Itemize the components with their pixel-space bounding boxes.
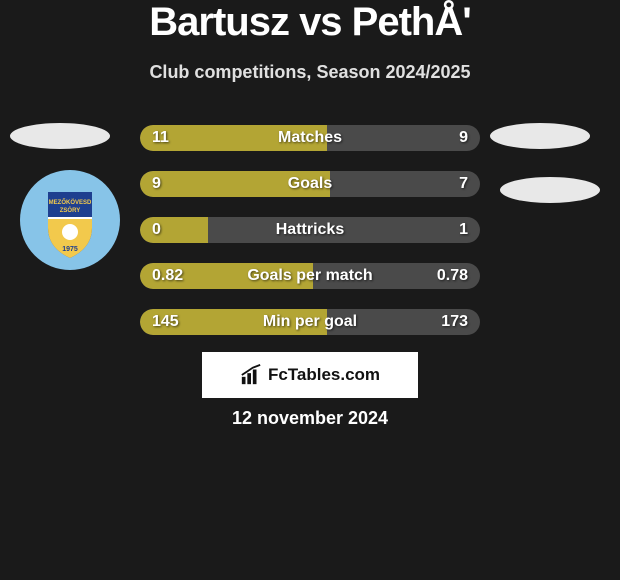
- page-subtitle: Club competitions, Season 2024/2025: [0, 62, 620, 83]
- svg-text:ZSÓRY: ZSÓRY: [60, 206, 80, 214]
- svg-text:1975: 1975: [62, 246, 78, 253]
- svg-text:MEZŐKÖVESD: MEZŐKÖVESD: [49, 199, 92, 206]
- stat-label: Hattricks: [140, 217, 480, 243]
- player-pill-left: [10, 123, 110, 149]
- footer-brand-text: FcTables.com: [268, 365, 380, 385]
- stat-label: Min per goal: [140, 309, 480, 335]
- stat-row-gpm: 0.82 Goals per match 0.78: [140, 263, 480, 289]
- stat-value-right: 9: [459, 125, 468, 151]
- player-pill-right-2: [500, 177, 600, 203]
- club-crest-left: MEZŐKÖVESD ZSÓRY 1975: [20, 170, 120, 270]
- player-pill-right-1: [490, 123, 590, 149]
- stat-value-right: 1: [459, 217, 468, 243]
- stat-value-right: 173: [441, 309, 468, 335]
- stat-bars: 11 Matches 9 9 Goals 7 0 Hattricks 1 0.8…: [140, 125, 480, 355]
- stat-value-right: 0.78: [437, 263, 468, 289]
- stat-row-matches: 11 Matches 9: [140, 125, 480, 151]
- footer-brand[interactable]: FcTables.com: [202, 352, 418, 398]
- page-title: Bartusz vs PethÅ': [0, 0, 620, 45]
- stat-value-right: 7: [459, 171, 468, 197]
- stat-label: Goals: [140, 171, 480, 197]
- comparison-panel: Bartusz vs PethÅ' Club competitions, Sea…: [0, 0, 620, 580]
- stat-row-goals: 9 Goals 7: [140, 171, 480, 197]
- chart-icon: [240, 364, 262, 386]
- stat-row-hattricks: 0 Hattricks 1: [140, 217, 480, 243]
- stat-label: Matches: [140, 125, 480, 151]
- stat-row-mpg: 145 Min per goal 173: [140, 309, 480, 335]
- date-text: 12 november 2024: [0, 408, 620, 429]
- stat-label: Goals per match: [140, 263, 480, 289]
